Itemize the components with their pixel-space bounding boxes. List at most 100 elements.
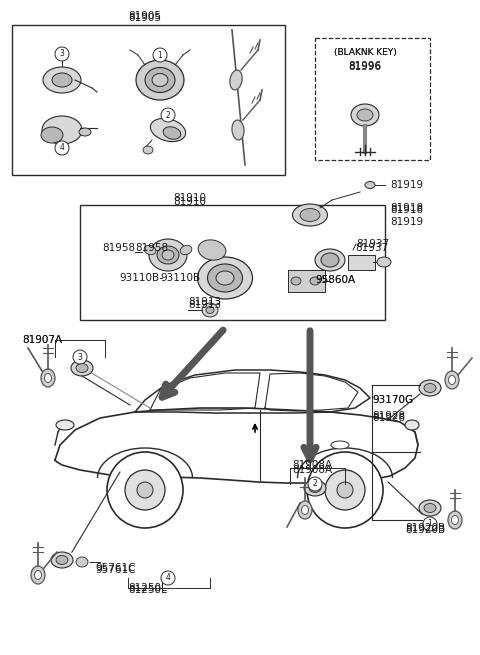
Text: 81996: 81996 (348, 61, 382, 71)
Circle shape (107, 452, 183, 528)
Text: 81937: 81937 (355, 243, 388, 253)
Text: 95761C: 95761C (95, 565, 135, 575)
Text: 81908A: 81908A (292, 460, 332, 470)
Ellipse shape (298, 501, 312, 519)
Ellipse shape (351, 104, 379, 126)
Ellipse shape (207, 264, 242, 292)
Ellipse shape (377, 257, 391, 267)
Ellipse shape (365, 181, 375, 189)
Ellipse shape (206, 307, 214, 314)
Text: 81918: 81918 (390, 205, 423, 215)
Ellipse shape (51, 552, 73, 568)
Text: 81913: 81913 (188, 300, 221, 310)
Circle shape (423, 517, 437, 531)
Ellipse shape (445, 371, 459, 389)
Ellipse shape (136, 60, 184, 100)
Ellipse shape (357, 109, 373, 121)
Ellipse shape (310, 277, 320, 285)
Text: 95761C: 95761C (95, 563, 135, 573)
Ellipse shape (56, 555, 68, 565)
Text: 2: 2 (312, 479, 317, 489)
Ellipse shape (230, 70, 242, 90)
Text: 81937: 81937 (356, 239, 389, 249)
Circle shape (161, 571, 175, 585)
Ellipse shape (292, 204, 327, 226)
Circle shape (161, 108, 175, 122)
Ellipse shape (321, 253, 339, 267)
Bar (80, 205, 385, 320)
Ellipse shape (452, 515, 458, 525)
Text: 93170G: 93170G (372, 395, 413, 405)
Text: 3: 3 (60, 50, 64, 58)
Ellipse shape (79, 128, 91, 136)
Text: 81907A: 81907A (22, 335, 62, 345)
Circle shape (125, 470, 165, 510)
Ellipse shape (76, 364, 88, 373)
Circle shape (337, 482, 353, 498)
Ellipse shape (56, 420, 74, 430)
Ellipse shape (35, 571, 41, 580)
Text: 81905: 81905 (129, 13, 161, 23)
Text: 1: 1 (157, 50, 162, 60)
Ellipse shape (152, 73, 168, 86)
Circle shape (55, 141, 69, 155)
Bar (348, 255, 375, 270)
Ellipse shape (216, 271, 234, 285)
Text: 81919: 81919 (390, 217, 423, 227)
Ellipse shape (198, 240, 226, 260)
Text: 4: 4 (60, 143, 64, 153)
Ellipse shape (424, 383, 436, 392)
Text: 81913: 81913 (188, 297, 221, 307)
Circle shape (73, 350, 87, 364)
Ellipse shape (145, 67, 175, 92)
Ellipse shape (180, 246, 192, 255)
Ellipse shape (41, 369, 55, 387)
Ellipse shape (300, 208, 320, 221)
Text: (BLAKNK KEY): (BLAKNK KEY) (334, 48, 396, 56)
Circle shape (55, 47, 69, 61)
Ellipse shape (31, 566, 45, 584)
Text: 95860A: 95860A (315, 275, 355, 285)
Text: 81919: 81919 (390, 180, 423, 190)
Text: (BLAKNK KEY): (BLAKNK KEY) (334, 48, 396, 56)
Ellipse shape (331, 441, 349, 449)
Text: 93110B: 93110B (120, 273, 160, 283)
Ellipse shape (202, 303, 218, 317)
Ellipse shape (232, 120, 244, 140)
Circle shape (307, 452, 383, 528)
Text: 81250L: 81250L (128, 585, 167, 595)
Ellipse shape (149, 239, 187, 271)
Ellipse shape (41, 127, 63, 143)
Text: 81250L: 81250L (128, 583, 167, 593)
Ellipse shape (76, 557, 88, 567)
Text: 93170G: 93170G (372, 395, 413, 405)
Text: 81928: 81928 (372, 411, 405, 421)
Ellipse shape (448, 511, 462, 529)
Text: 2: 2 (166, 111, 170, 119)
Text: 81958: 81958 (102, 243, 135, 253)
Bar (12, 25, 285, 175)
Circle shape (137, 482, 153, 498)
Text: 81920B: 81920B (405, 523, 445, 533)
Ellipse shape (315, 249, 345, 271)
Text: 81905: 81905 (129, 11, 161, 21)
Text: 81928: 81928 (372, 413, 405, 423)
Text: 93110B: 93110B (160, 273, 200, 283)
Circle shape (153, 48, 167, 62)
Text: 81920B: 81920B (405, 525, 445, 535)
Text: 81910: 81910 (173, 197, 206, 207)
Ellipse shape (143, 146, 153, 154)
Ellipse shape (419, 380, 441, 396)
Text: 3: 3 (78, 352, 83, 362)
Bar (315, 38, 430, 160)
Polygon shape (55, 408, 418, 483)
Text: 1: 1 (428, 519, 432, 529)
Text: 81908A: 81908A (292, 465, 332, 475)
Ellipse shape (42, 116, 82, 144)
Ellipse shape (162, 250, 174, 260)
Ellipse shape (43, 67, 81, 93)
Ellipse shape (309, 483, 321, 493)
Ellipse shape (150, 119, 186, 141)
Text: 81910: 81910 (173, 193, 206, 203)
Ellipse shape (419, 500, 441, 516)
